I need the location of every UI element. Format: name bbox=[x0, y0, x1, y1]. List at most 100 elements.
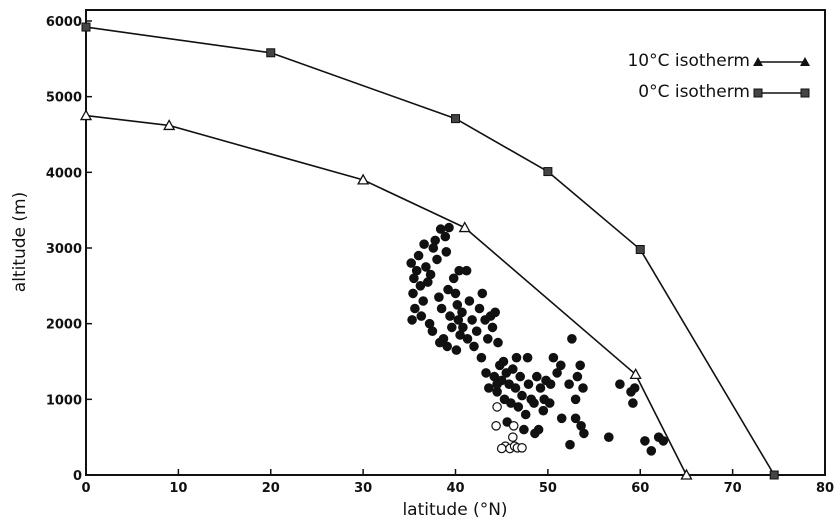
filled-data-point bbox=[441, 247, 452, 257]
x-tick-label: 80 bbox=[816, 481, 834, 496]
filled-data-point bbox=[490, 307, 500, 318]
filled-data-point bbox=[427, 326, 438, 336]
filled-data-point bbox=[443, 284, 453, 295]
filled-data-point bbox=[510, 383, 521, 393]
legend-square-marker bbox=[800, 88, 810, 98]
filled-data-point bbox=[440, 231, 451, 242]
x-axis-label: latitude (°N) bbox=[402, 500, 507, 520]
filled-data-point bbox=[552, 368, 562, 378]
open-data-point bbox=[492, 402, 502, 412]
triangle-marker bbox=[163, 119, 176, 131]
filled-data-point bbox=[476, 352, 487, 363]
filled-data-point bbox=[471, 326, 482, 336]
filled-data-point bbox=[570, 394, 581, 405]
filled-data-point bbox=[555, 360, 566, 371]
y-tick-label: 1000 bbox=[46, 393, 82, 408]
filled-data-point bbox=[434, 292, 444, 302]
filled-data-point bbox=[469, 341, 479, 352]
filled-data-point bbox=[492, 379, 502, 389]
legend-triangle-marker bbox=[800, 57, 810, 66]
y-axis-label: altitude (m) bbox=[10, 192, 30, 292]
open-data-point bbox=[496, 443, 507, 454]
filled-data-point bbox=[445, 311, 455, 321]
data-points bbox=[406, 222, 669, 456]
filled-data-point bbox=[565, 439, 575, 450]
filled-data-point bbox=[556, 413, 567, 424]
y-tick-label: 3000 bbox=[46, 242, 82, 257]
square-marker bbox=[451, 114, 460, 124]
filled-data-point bbox=[482, 333, 493, 344]
filled-data-point bbox=[467, 315, 477, 325]
open-data-point bbox=[491, 420, 501, 431]
square-marker bbox=[635, 245, 645, 255]
filled-data-point bbox=[477, 288, 488, 299]
triangle-marker bbox=[629, 368, 642, 380]
filled-data-point bbox=[511, 352, 522, 363]
filled-data-point bbox=[567, 333, 577, 344]
filled-data-point bbox=[448, 273, 459, 284]
filled-data-point bbox=[572, 371, 583, 382]
filled-data-point bbox=[407, 315, 417, 325]
filled-data-point bbox=[474, 303, 485, 314]
filled-data-point bbox=[451, 345, 462, 355]
filled-data-point bbox=[450, 288, 461, 299]
open-data-point bbox=[508, 420, 519, 431]
filled-data-point bbox=[452, 299, 463, 310]
filled-data-point bbox=[415, 280, 426, 291]
filled-data-point bbox=[457, 307, 467, 318]
filled-data-point bbox=[628, 398, 638, 408]
filled-data-point bbox=[430, 235, 440, 246]
filled-data-point bbox=[640, 436, 650, 446]
filled-data-point bbox=[419, 239, 429, 249]
legend-square-marker bbox=[753, 88, 763, 98]
filled-data-point bbox=[603, 432, 614, 442]
filled-data-point bbox=[506, 398, 516, 408]
filled-data-point bbox=[522, 352, 533, 363]
filled-data-point bbox=[410, 303, 420, 314]
triangle-marker bbox=[79, 109, 93, 121]
filled-data-point bbox=[406, 258, 416, 268]
x-tick-label: 10 bbox=[169, 481, 187, 496]
filled-data-point bbox=[413, 250, 424, 261]
x-tick-label: 50 bbox=[539, 481, 557, 496]
square-marker bbox=[81, 22, 91, 32]
triangle-marker bbox=[458, 221, 471, 233]
filled-data-point bbox=[436, 303, 447, 314]
y-tick-label: 0 bbox=[73, 469, 82, 484]
filled-data-point bbox=[458, 322, 468, 333]
square-marker bbox=[769, 470, 779, 480]
filled-data-point bbox=[432, 254, 442, 265]
filled-data-point bbox=[578, 383, 588, 393]
filled-data-point bbox=[575, 360, 585, 371]
filled-data-point bbox=[539, 394, 549, 405]
legend-label-10c: 10°C isotherm bbox=[627, 51, 750, 71]
square-marker bbox=[543, 167, 553, 177]
filled-data-point bbox=[493, 337, 503, 348]
axis-ticks: 0 10 20 30 40 50 60 70 80 0 1000 2000 3000 4000 5000 60… bbox=[46, 15, 834, 496]
filled-data-point bbox=[517, 390, 527, 401]
filled-data-point bbox=[425, 269, 436, 280]
filled-data-point bbox=[462, 333, 473, 344]
filled-data-point bbox=[498, 356, 509, 367]
filled-data-point bbox=[461, 265, 472, 276]
filled-data-point bbox=[529, 398, 539, 408]
filled-data-point bbox=[408, 288, 418, 299]
y-tick-label: 6000 bbox=[46, 15, 82, 30]
filled-data-point bbox=[535, 383, 546, 393]
filled-data-point bbox=[658, 436, 669, 446]
triangle-marker bbox=[357, 173, 370, 185]
filled-data-point bbox=[615, 379, 625, 389]
x-tick-label: 40 bbox=[446, 481, 464, 496]
filled-data-point bbox=[464, 296, 475, 306]
filled-data-point bbox=[533, 424, 544, 435]
filled-data-point bbox=[519, 424, 529, 435]
isotherm-line bbox=[85, 26, 775, 476]
x-tick-label: 20 bbox=[262, 481, 280, 496]
x-tick-label: 0 bbox=[81, 481, 90, 496]
filled-data-point bbox=[446, 322, 457, 333]
x-tick-label: 30 bbox=[354, 481, 372, 496]
filled-data-point bbox=[545, 379, 556, 389]
y-tick-label: 4000 bbox=[46, 166, 82, 181]
filled-data-point bbox=[487, 322, 498, 333]
triangle-marker bbox=[680, 468, 693, 480]
